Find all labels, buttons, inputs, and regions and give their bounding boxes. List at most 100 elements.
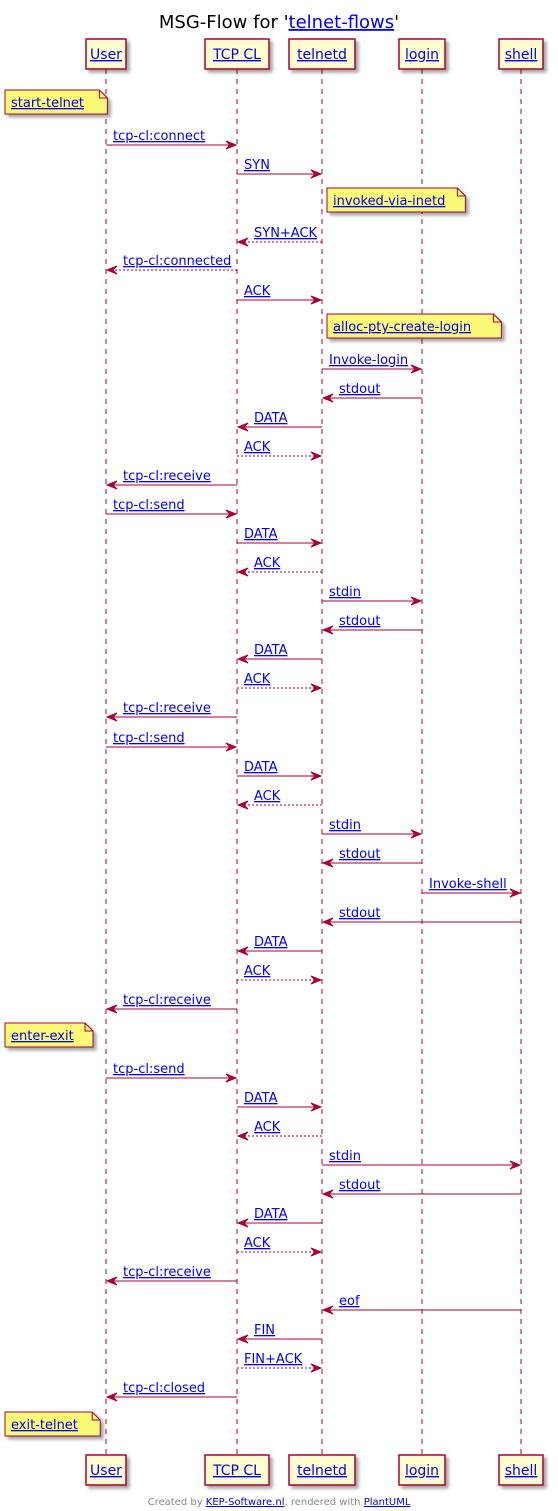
arrowhead	[236, 800, 249, 810]
message-label[interactable]: DATA	[254, 1207, 288, 1222]
message-label[interactable]: tcp-cl:send	[113, 731, 185, 746]
message-label[interactable]: tcp-cl:send	[113, 1062, 185, 1077]
message-label[interactable]: ACK	[244, 1236, 271, 1251]
participants-bottom: User TCP CL telnetd login shell	[85, 1454, 544, 1486]
message-label[interactable]: ACK	[244, 672, 271, 687]
footer: Created by KEP-Software.nl, rendered wit…	[148, 1497, 411, 1508]
arrowhead	[410, 364, 423, 374]
message-tcp-to-user: tcp-cl:connected	[105, 254, 237, 275]
message-label[interactable]: stdout	[339, 847, 380, 862]
arrowhead	[310, 771, 323, 781]
participant-label-shell[interactable]: shell	[505, 1463, 538, 1479]
arrowhead	[310, 1363, 323, 1373]
message-label[interactable]: stdin	[329, 1149, 361, 1164]
arrowhead	[236, 1334, 249, 1344]
participant-box	[398, 1454, 446, 1486]
message-label[interactable]: Invoke-login	[329, 353, 408, 368]
participant-login-bottom: login	[398, 1454, 446, 1486]
arrowhead	[310, 538, 323, 548]
message-label[interactable]: DATA	[244, 527, 278, 542]
message-label[interactable]: ACK	[244, 964, 271, 979]
message-label[interactable]: ACK	[244, 440, 271, 455]
arrowhead	[321, 1305, 334, 1315]
participant-label-user[interactable]: User	[90, 1463, 122, 1479]
message-label[interactable]: DATA	[244, 760, 278, 775]
message-label[interactable]: ACK	[244, 284, 271, 299]
message-telnetd-to-tcp: DATA	[236, 411, 322, 432]
arrowhead	[321, 858, 334, 868]
message-label[interactable]: stdin	[329, 585, 361, 600]
message-label[interactable]: ACK	[254, 1120, 281, 1135]
message-label[interactable]: ACK	[254, 556, 281, 571]
message-label[interactable]: tcp-cl:receive	[123, 1265, 211, 1280]
message-label[interactable]: tcp-cl:receive	[123, 701, 211, 716]
message-label[interactable]: tcp-cl:receive	[123, 469, 211, 484]
message-label[interactable]: stdout	[339, 614, 380, 629]
footer-link-plantuml[interactable]: PlantUML	[364, 1497, 411, 1508]
participant-label-user[interactable]: User	[90, 47, 122, 63]
arrowhead	[310, 451, 323, 461]
message-label[interactable]: tcp-cl:connected	[123, 254, 231, 269]
title-suffix: '	[394, 12, 399, 33]
message-tcp-to-user: tcp-cl:closed	[105, 1381, 237, 1402]
note-text[interactable]: start-telnet	[11, 96, 84, 111]
message-label[interactable]: DATA	[254, 643, 288, 658]
note-text[interactable]: alloc-pty-create-login	[333, 320, 471, 335]
message-label[interactable]: eof	[339, 1294, 360, 1309]
message-label[interactable]: stdin	[329, 818, 361, 833]
message-tcp-to-telnetd: SYN	[237, 158, 323, 179]
note-start-telnet: start-telnet	[4, 89, 108, 115]
participant-box	[498, 38, 544, 70]
title-link[interactable]: telnet-flows	[289, 12, 395, 33]
message-telnetd-to-tcp: DATA	[236, 1207, 322, 1228]
arrowhead	[509, 1160, 522, 1170]
arrowhead	[321, 625, 334, 635]
message-label[interactable]: tcp-cl:connect	[113, 129, 205, 144]
arrowhead	[225, 140, 238, 150]
message-label[interactable]: DATA	[254, 411, 288, 426]
arrowhead	[105, 1004, 118, 1014]
message-label[interactable]: tcp-cl:receive	[123, 993, 211, 1008]
note-text[interactable]: exit-telnet	[11, 1418, 78, 1433]
arrowhead	[225, 509, 238, 519]
note-text[interactable]: invoked-via-inetd	[333, 194, 445, 209]
message-user-to-tcp: tcp-cl:connect	[106, 129, 238, 150]
arrowhead	[310, 975, 323, 985]
message-label[interactable]: tcp-cl:send	[113, 498, 185, 513]
arrowhead	[321, 1189, 334, 1199]
message-telnetd-to-tcp: SYN+ACK	[236, 226, 322, 247]
message-label[interactable]: DATA	[244, 1091, 278, 1106]
participant-label-shell[interactable]: shell	[505, 47, 538, 63]
participant-label-login[interactable]: login	[405, 1463, 439, 1479]
arrowhead	[321, 393, 334, 403]
note-box	[4, 89, 108, 115]
message-telnetd-to-tcp: ACK	[236, 556, 322, 577]
message-label[interactable]: ACK	[254, 789, 281, 804]
footer-link-kep[interactable]: KEP-Software.nl	[206, 1497, 285, 1508]
message-label[interactable]: stdout	[339, 1178, 380, 1193]
note-fold	[456, 188, 466, 197]
note-fold	[98, 90, 108, 99]
participant-label-login[interactable]: login	[405, 47, 439, 63]
message-label[interactable]: Invoke-shell	[429, 877, 507, 892]
message-tcp-to-telnetd: DATA	[237, 1091, 323, 1112]
participant-label-tcp[interactable]: TCP CL	[212, 47, 261, 63]
message-tcp-to-telnetd: DATA	[237, 527, 323, 548]
message-tcp-to-telnetd: ACK	[237, 1236, 323, 1257]
participant-label-telnetd[interactable]: telnetd	[297, 47, 347, 63]
note-text[interactable]: enter-exit	[11, 1029, 74, 1044]
participant-label-telnetd[interactable]: telnetd	[297, 1463, 347, 1479]
message-label[interactable]: tcp-cl:closed	[123, 1381, 205, 1396]
message-label[interactable]: SYN	[244, 158, 270, 173]
message-label[interactable]: SYN+ACK	[254, 226, 318, 241]
participant-shell-top: shell	[498, 38, 544, 70]
message-label[interactable]: DATA	[254, 935, 288, 950]
message-user-to-tcp: tcp-cl:send	[106, 1062, 238, 1083]
message-label[interactable]: stdout	[339, 382, 380, 397]
participant-label-tcp[interactable]: TCP CL	[212, 1463, 261, 1479]
message-label[interactable]: FIN	[254, 1323, 275, 1338]
message-tcp-to-user: tcp-cl:receive	[105, 993, 237, 1014]
message-label[interactable]: FIN+ACK	[244, 1352, 303, 1367]
message-telnetd-to-tcp: DATA	[236, 643, 322, 664]
message-label[interactable]: stdout	[339, 906, 380, 921]
